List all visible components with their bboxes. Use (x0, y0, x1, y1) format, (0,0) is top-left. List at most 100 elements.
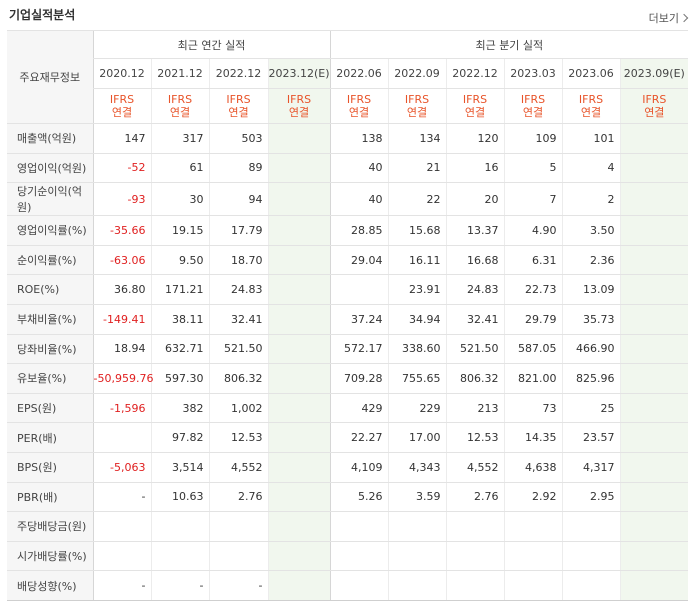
annual-cell (267, 274, 331, 305)
annual-cell: - (150, 570, 209, 601)
annual-cell: 94 (208, 182, 268, 217)
annual-cell (267, 451, 331, 483)
quarter-cell: 109 (503, 123, 563, 154)
row-label: EPS(원) (7, 392, 93, 424)
ifrs-line2: 연결 (644, 106, 665, 119)
annual-cell (267, 540, 331, 572)
quarter-cell (619, 511, 689, 542)
annual-cell (208, 511, 268, 542)
financial-table: 주요재무정보 최근 연간 실적 최근 분기 실적 2020.12 2021.12 2022… (7, 30, 689, 601)
table-row: 시가배당률(%) (7, 540, 689, 572)
quarter-date-header: 2023.06 (561, 58, 621, 89)
row-label: 당기순이익(억원) (7, 182, 93, 217)
quarter-cell (619, 570, 689, 601)
quarter-cell: 73 (503, 392, 563, 424)
quarter-cell: 2.76 (445, 481, 505, 513)
annual-cell: -63.06 (92, 244, 151, 276)
annual-cell: - (92, 570, 151, 601)
annual-date-header: 2021.12 (150, 58, 209, 89)
row-label: 주당배당금(원) (7, 511, 93, 542)
quarter-cell: 806.32 (445, 363, 505, 394)
quarter-cell: 213 (445, 392, 505, 424)
annual-cell: -50,959.76 (92, 363, 153, 394)
quarter-cell (445, 511, 505, 542)
ifrs-line1: IFRS (286, 93, 312, 106)
quarter-cell (445, 540, 505, 572)
row-label: 유보율(%) (7, 363, 93, 394)
quarter-cell (503, 570, 563, 601)
quarter-cell (619, 481, 689, 513)
quarter-cell: 13.37 (445, 215, 505, 246)
quarter-cell (619, 182, 689, 217)
row-label: ROE(%) (7, 274, 93, 305)
annual-cell (92, 540, 151, 572)
quarter-cell: 12.53 (445, 422, 505, 453)
more-link[interactable]: 더보기 (648, 10, 689, 26)
annual-cell: -52 (92, 152, 151, 184)
quarter-cell (329, 570, 389, 601)
quarter-cell: 16.68 (445, 244, 505, 276)
quarter-cell: 2.92 (503, 481, 563, 513)
annual-cell (267, 123, 331, 154)
quarter-cell: 429 (329, 392, 389, 424)
quarter-cell: 28.85 (329, 215, 389, 246)
table-row: PER(배) 97.82 12.53 22.27 17.00 12.53 14.35 23.5… (7, 422, 689, 453)
quarter-cell (619, 215, 689, 246)
ifrs-label: IFRS 연결 (387, 88, 447, 124)
quarter-cell: 101 (561, 123, 621, 154)
ifrs-line1: IFRS (167, 93, 193, 106)
ifrs-line2: 연결 (406, 106, 428, 119)
row-label: 부채비율(%) (7, 303, 93, 335)
quarter-cell (503, 511, 563, 542)
quarter-cell (561, 540, 621, 572)
annual-cell: 32.41 (208, 303, 268, 335)
quarter-cell: 37.24 (329, 303, 389, 335)
annual-cell (92, 422, 151, 453)
quarter-date-header: 2022.06 (329, 58, 389, 89)
quarter-cell: 20 (445, 182, 505, 217)
ifrs-line1: IFRS (520, 93, 546, 106)
ifrs-line2: 연결 (522, 106, 544, 119)
ifrs-label: IFRS 연결 (208, 88, 268, 124)
quarter-cell: 2.95 (561, 481, 621, 513)
row-label: 매출액(억원) (7, 123, 93, 154)
annual-group-header: 최근 연간 실적 (92, 30, 331, 59)
quarter-cell: 24.83 (445, 274, 505, 305)
quarter-cell (619, 422, 689, 453)
annual-cell (92, 511, 151, 542)
quarter-cell: 22.73 (503, 274, 563, 305)
quarter-cell: 4 (561, 152, 621, 184)
annual-cell: 61 (150, 152, 209, 184)
quarter-cell: 5 (503, 152, 563, 184)
ifrs-line2: 연결 (580, 106, 602, 119)
quarter-cell: 134 (387, 123, 447, 154)
annual-cell (267, 152, 331, 184)
ifrs-line1: IFRS (578, 93, 604, 106)
more-link-label: 더보기 (648, 12, 679, 25)
annual-cell (208, 540, 268, 572)
ifrs-line2: 연결 (169, 106, 191, 119)
ifrs-line1: IFRS (642, 93, 667, 106)
ifrs-line1: IFRS (226, 93, 251, 106)
section-header: 기업실적분석 더보기 (0, 0, 695, 30)
quarter-cell (619, 333, 689, 365)
row-header-label: 주요재무정보 (7, 30, 93, 124)
table-row: 영업이익(억원) -52 61 89 40 21 16 5 4 (7, 152, 689, 184)
ifrs-label: IFRS 연결 (329, 88, 389, 124)
quarter-cell (387, 511, 447, 542)
quarter-cell: 821.00 (503, 363, 563, 394)
annual-cell (267, 333, 331, 365)
quarter-cell (619, 392, 689, 424)
quarter-cell: 15.68 (387, 215, 447, 246)
annual-cell: - (92, 481, 151, 513)
table-row: PBR(배) -10.63 2.76 5.26 3.59 2.76 2.92 2.95 (7, 481, 689, 513)
quarter-cell: 5.26 (329, 481, 389, 513)
annual-cell: 317 (150, 123, 209, 154)
annual-cell: 12.53 (208, 422, 268, 453)
quarter-cell (619, 123, 689, 154)
annual-date-header: 2020.12 (92, 58, 151, 89)
annual-cell: -93 (92, 182, 151, 217)
annual-cell: 36.80 (92, 274, 151, 305)
annual-cell: 4,552 (208, 451, 268, 483)
annual-cell: 24.83 (208, 274, 268, 305)
